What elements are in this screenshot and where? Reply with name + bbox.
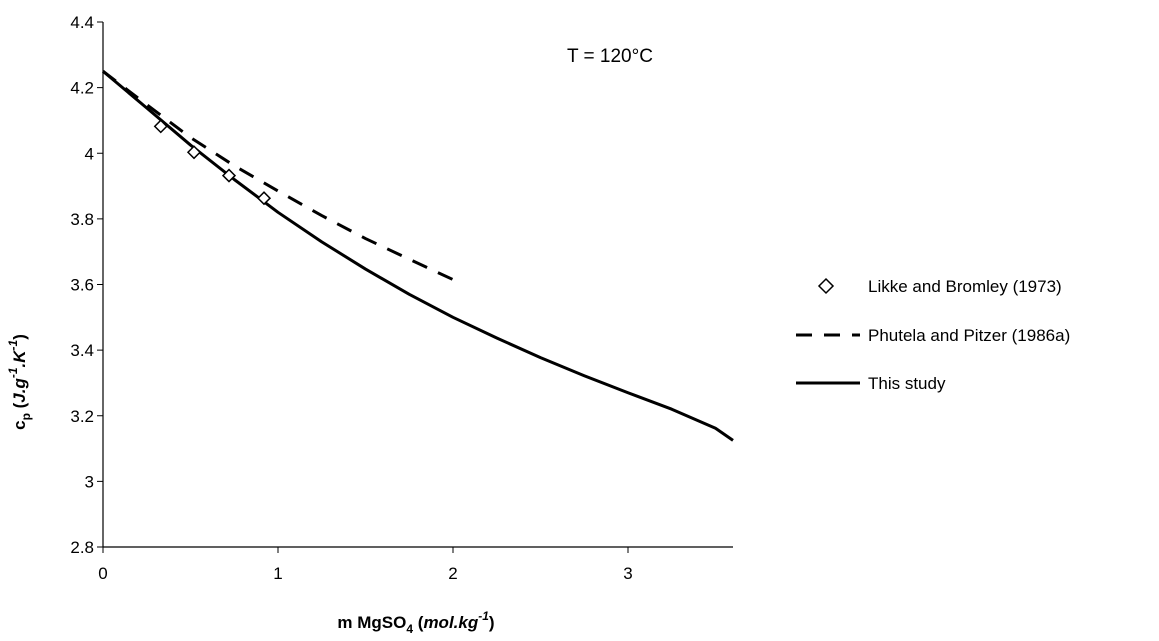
data-point-diamond	[153, 119, 168, 134]
data-point-diamond	[221, 168, 237, 183]
y-tick-label: 3.8	[70, 210, 94, 229]
legend-label-likke-bromley: Likke and Bromley (1973)	[868, 277, 1062, 296]
x-tick-label: 2	[448, 564, 457, 583]
ticks: 2.8 3 3.2 3.4 3.6 3.8 4 4.2 4.4 0 1 2 3	[70, 13, 632, 583]
data-point-diamond	[256, 191, 272, 206]
temperature-annotation: T = 120°C	[567, 46, 653, 67]
x-tick-label: 0	[98, 564, 107, 583]
x-tick-label: 3	[623, 564, 632, 583]
y-tick-label: 4.4	[70, 13, 94, 32]
y-tick-label: 4	[85, 144, 94, 163]
legend: Likke and Bromley (1973) Phutela and Pit…	[796, 277, 1070, 393]
legend-item-phutela-pitzer: Phutela and Pitzer (1986a)	[796, 326, 1070, 345]
legend-item-likke-bromley: Likke and Bromley (1973)	[817, 277, 1062, 296]
x-axis-title: m MgSO4 (mol.kg-1)	[337, 609, 494, 636]
series-layer	[102, 70, 734, 442]
series-line-phutela-pitzer	[102, 70, 454, 281]
legend-label-phutela-pitzer: Phutela and Pitzer (1986a)	[868, 326, 1070, 345]
y-tick-label: 4.2	[70, 79, 94, 98]
y-axis-title: cp (J.g-1.K-1)	[6, 334, 33, 430]
x-tick-label: 1	[273, 564, 282, 583]
axes	[102, 22, 733, 548]
y-tick-label: 3.2	[70, 407, 94, 426]
legend-diamond-marker	[817, 277, 835, 295]
legend-item-this-study: This study	[796, 374, 946, 393]
y-tick-label: 3.4	[70, 341, 94, 360]
data-point-diamond	[186, 145, 202, 160]
y-tick-label: 2.8	[70, 538, 94, 557]
legend-label-this-study: This study	[868, 374, 946, 393]
series-line-this-study	[102, 70, 734, 442]
y-tick-label: 3	[85, 472, 94, 491]
y-tick-label: 3.6	[70, 276, 94, 295]
